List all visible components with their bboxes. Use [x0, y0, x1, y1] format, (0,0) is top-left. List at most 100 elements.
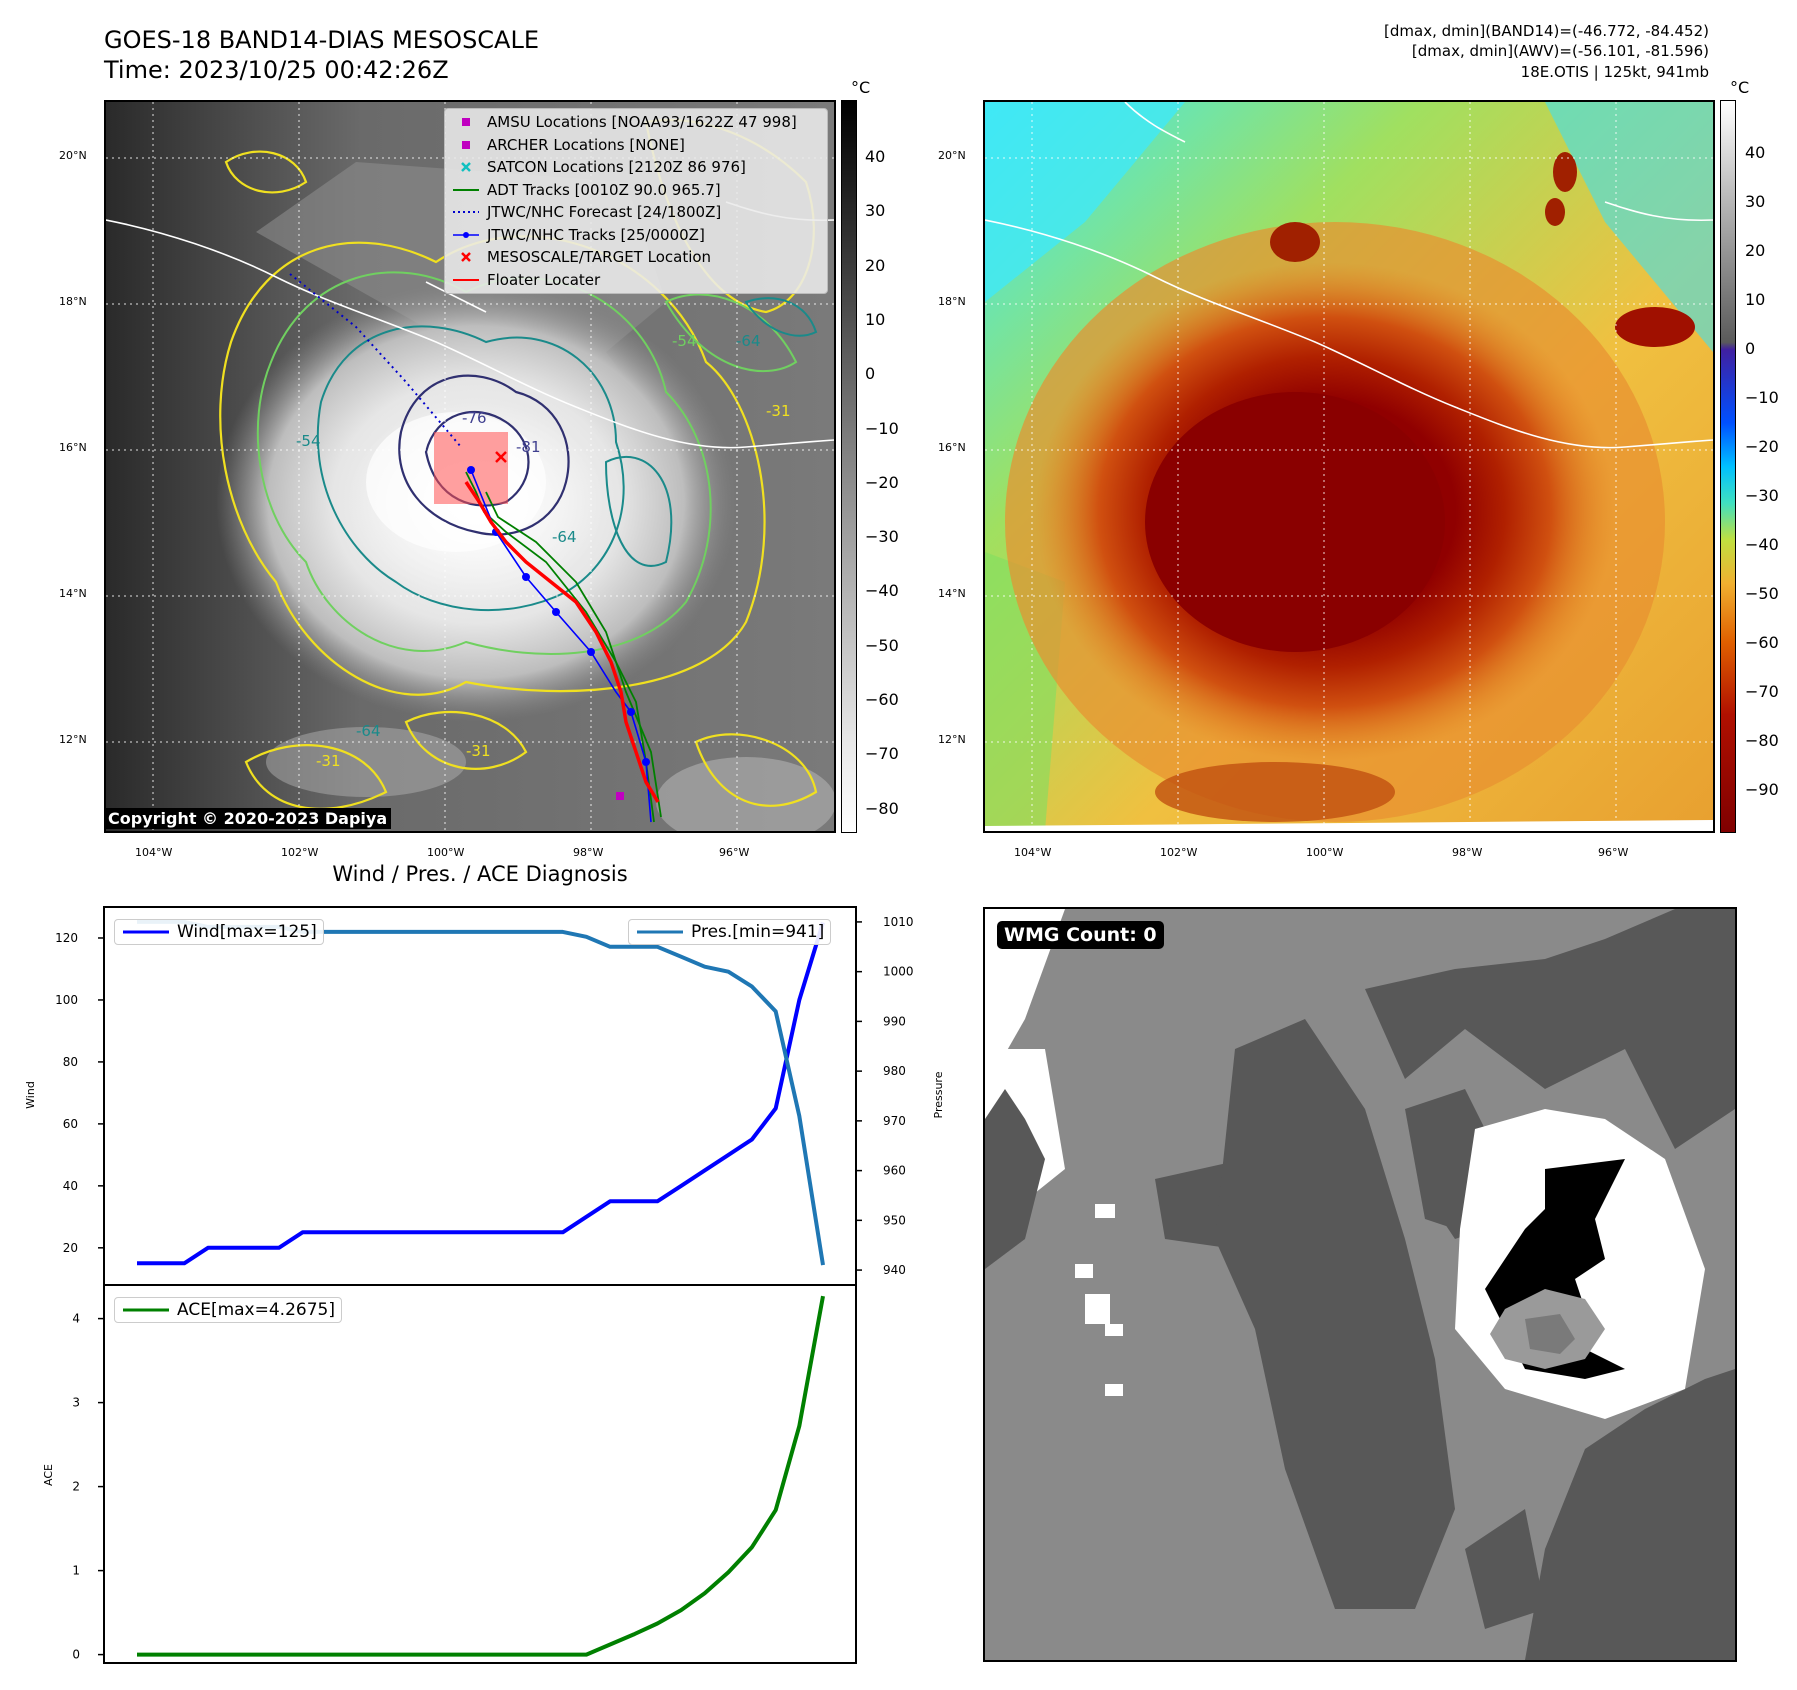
colorbar-tick-label: −80 — [865, 798, 899, 818]
figure-title-line1: GOES-18 BAND14-DIAS MESOSCALE — [104, 26, 540, 54]
ace-legend: ACE[max=4.2675] — [114, 1297, 342, 1323]
wind-pressure-axes-frame — [103, 906, 857, 1286]
awv-satellite-panel — [983, 100, 1715, 833]
ace-tick-label: 2 — [72, 1480, 80, 1494]
colorbar-tick-label: −40 — [865, 581, 899, 601]
legend-item: ADT Tracks [0010Z 90.0 965.7] — [445, 179, 827, 202]
colorbar-tick-label: −60 — [865, 690, 899, 709]
lon-tick-label: 98°W — [1452, 846, 1483, 859]
contour-label: -31 — [766, 402, 791, 420]
colorbar-tick-label: −10 — [865, 418, 899, 438]
info-storm: 18E.OTIS | 125kt, 941mb — [1520, 63, 1709, 81]
copyright-label: Copyright © 2020-2023 Dapiya — [106, 808, 392, 829]
legend-item: Floater Locater — [445, 269, 827, 292]
lon-tick-label: 102°W — [281, 846, 319, 859]
lat-tick-label: 16°N — [938, 441, 966, 454]
pressure-legend: Pres.[min=941] — [628, 919, 832, 945]
right-colorbar-unit: °C — [1730, 78, 1750, 97]
colorbar-tick-label: 0 — [1745, 339, 1756, 358]
ace-tick-label: 1 — [72, 1564, 80, 1578]
ace-tick-label: 0 — [72, 1648, 80, 1662]
lat-tick-label: 12°N — [59, 733, 87, 746]
contour-label: -31 — [316, 752, 341, 770]
wind-tick-label: 100 — [55, 993, 78, 1007]
ace-tick-label: 3 — [72, 1396, 80, 1410]
lat-tick-label: 18°N — [59, 295, 87, 308]
legend-label: MESOSCALE/TARGET Location — [487, 248, 712, 267]
lat-tick-label: 18°N — [938, 295, 966, 308]
legend-item: SATCON Locations [2120Z 86 976] — [445, 156, 827, 179]
contour-label: -64 — [736, 332, 761, 350]
contour-label: -64 — [356, 722, 381, 740]
info-band14: [dmax, dmin](BAND14)=(-46.772, -84.452) — [1384, 22, 1709, 40]
colorbar-tick-label: −50 — [865, 635, 899, 655]
legend-symbol — [445, 249, 487, 265]
colorbar-tick-label: −30 — [1745, 486, 1779, 505]
colorbar-tick-label: −60 — [1745, 633, 1779, 652]
contour-label: -76 — [462, 409, 487, 427]
map-legend: AMSU Locations [NOAA93/1622Z 47 998] ARCH… — [444, 108, 828, 294]
lat-tick-label: 20°N — [59, 149, 87, 162]
legend-label: Floater Locater — [487, 270, 601, 289]
legend-symbol — [445, 272, 487, 288]
ace-legend-label: ACE[max=4.2675] — [177, 1300, 335, 1320]
contour-label: -31 — [466, 742, 491, 760]
lat-tick-label: 12°N — [938, 733, 966, 746]
info-awv: [dmax, dmin](AWV)=(-56.101, -81.596) — [1411, 42, 1709, 60]
legend-item: JTWC/NHC Forecast [24/1800Z] — [445, 201, 827, 224]
awv-satellite-image — [985, 102, 1713, 831]
pressure-legend-label: Pres.[min=941] — [691, 922, 825, 942]
legend-item: JTWC/NHC Tracks [25/0000Z] — [445, 224, 827, 247]
contour-label: -54 — [672, 332, 697, 350]
lat-tick-label: 20°N — [938, 149, 966, 162]
lon-tick-label: 96°W — [1598, 846, 1629, 859]
contour-label: -81 — [516, 438, 541, 456]
wind-legend: Wind[max=125] — [114, 919, 324, 945]
wind-legend-label: Wind[max=125] — [177, 922, 317, 942]
colorbar-tick-label: 40 — [1745, 143, 1766, 162]
legend-label: AMSU Locations [NOAA93/1622Z 47 998] — [487, 113, 797, 132]
colorbar-tick-label: −20 — [1745, 437, 1779, 456]
lon-tick-label: 98°W — [573, 846, 604, 859]
lon-tick-label: 100°W — [1306, 846, 1344, 859]
colorbar-tick-label: 20 — [865, 255, 886, 275]
wind-tick-label: 40 — [63, 1179, 78, 1193]
diagnosis-title: Wind / Pres. / ACE Diagnosis — [332, 862, 628, 886]
lat-tick-label: 14°N — [59, 587, 87, 600]
figure-title-line2: Time: 2023/10/25 00:42:26Z — [104, 56, 449, 84]
contour-label: -64 — [552, 528, 577, 546]
lon-tick-label: 100°W — [427, 846, 465, 859]
pressure-axis-label: Pressure — [932, 1071, 945, 1118]
wind-series-line — [137, 921, 825, 1266]
colorbar-tick-label: −20 — [865, 472, 899, 492]
colorbar-tick-label: −30 — [865, 527, 899, 547]
legend-label: JTWC/NHC Forecast [24/1800Z] — [487, 203, 722, 222]
legend-label: ARCHER Locations [NONE] — [487, 135, 685, 154]
wmg-panel: WMG Count: 0 — [983, 907, 1737, 1662]
lat-tick-label: 16°N — [59, 441, 87, 454]
wind-tick-label: 20 — [63, 1241, 78, 1255]
legend-symbol — [445, 227, 487, 243]
pressure-tick-label: 940 — [883, 1263, 906, 1277]
legend-symbol — [445, 137, 487, 153]
legend-symbol — [445, 159, 487, 175]
legend-symbol — [445, 182, 487, 198]
ace-series-line — [137, 1295, 825, 1657]
pressure-tick-label: 1010 — [883, 915, 914, 929]
legend-item: AMSU Locations [NOAA93/1622Z 47 998] — [445, 111, 827, 134]
legend-symbol — [445, 204, 487, 220]
ace-tick-label: 4 — [72, 1312, 80, 1326]
colorbar-tick-label: 40 — [865, 147, 886, 166]
colorbar-tick-label: −40 — [1745, 535, 1779, 554]
legend-label: ADT Tracks [0010Z 90.0 965.7] — [487, 180, 721, 199]
left-colorbar — [841, 100, 857, 833]
pressure-tick-label: 960 — [883, 1164, 906, 1178]
colorbar-tick-label: −70 — [865, 744, 899, 764]
legend-item: ARCHER Locations [NONE] — [445, 134, 827, 157]
ace-axes-frame — [103, 1284, 857, 1664]
wind-tick-label: 80 — [63, 1055, 78, 1069]
pressure-tick-label: 980 — [883, 1064, 906, 1078]
colorbar-tick-label: 30 — [865, 201, 886, 221]
legend-item: MESOSCALE/TARGET Location — [445, 246, 827, 269]
